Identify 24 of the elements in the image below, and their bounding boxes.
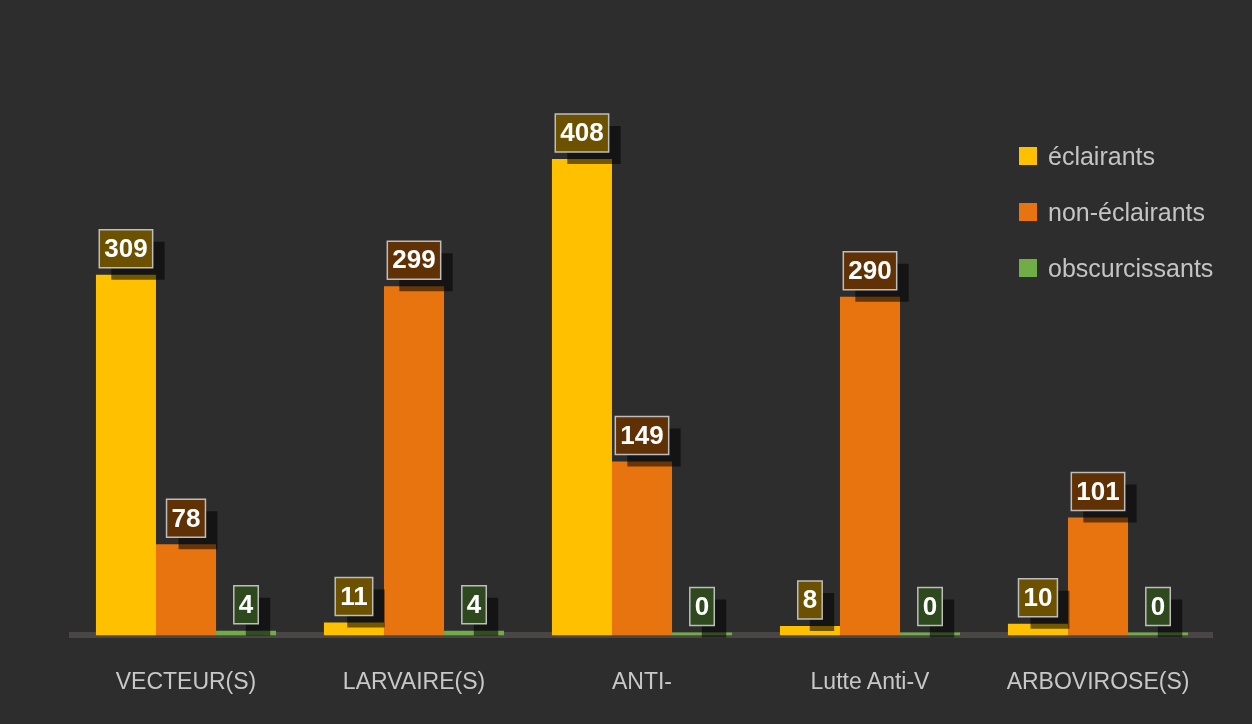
data-label: 10 bbox=[1023, 581, 1053, 612]
x-tick-label: ANTI- bbox=[611, 667, 673, 694]
data-label: 0 bbox=[694, 590, 710, 621]
data-label: 149 bbox=[620, 419, 664, 450]
data-label: 290 bbox=[848, 254, 892, 285]
data-label: 101 bbox=[1076, 475, 1120, 506]
x-tick-label: VECTEUR(S) bbox=[115, 667, 257, 694]
x-tick-label: ARBOVIROSE(S) bbox=[1006, 667, 1190, 694]
x-tick-label: LARVAIRE(S) bbox=[342, 667, 486, 694]
legend-label: obscurcissants bbox=[1048, 253, 1214, 283]
data-label: 4 bbox=[466, 588, 482, 619]
data-label: 78 bbox=[171, 502, 201, 533]
legend-label: éclairants bbox=[1048, 141, 1155, 171]
data-label: 4 bbox=[238, 588, 254, 619]
data-label: 8 bbox=[802, 584, 818, 615]
data-label: 11 bbox=[340, 580, 368, 611]
legend-label: non-éclairants bbox=[1048, 197, 1206, 227]
data-label: 299 bbox=[392, 244, 436, 275]
data-label: 0 bbox=[922, 590, 938, 621]
data-label: 0 bbox=[1150, 590, 1166, 621]
data-label: 309 bbox=[104, 232, 148, 263]
data-label: 408 bbox=[560, 117, 604, 148]
bar bbox=[779, 626, 840, 636]
x-tick-label: Lutte Anti-V bbox=[810, 667, 931, 694]
